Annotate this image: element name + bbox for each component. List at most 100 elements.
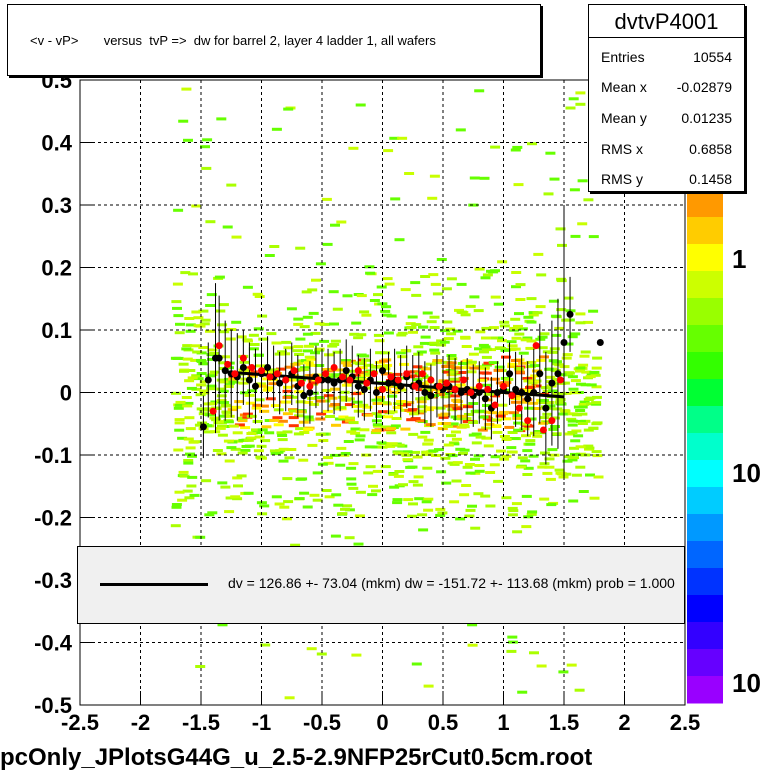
density-cell	[390, 424, 401, 428]
density-cell	[410, 417, 421, 421]
density-cell	[513, 394, 524, 398]
density-cell	[542, 471, 553, 475]
density-cell	[398, 483, 408, 487]
density-cell	[358, 403, 369, 407]
density-cell	[421, 367, 432, 371]
density-cell	[469, 176, 480, 180]
density-cell	[566, 417, 577, 421]
density-cell	[544, 465, 555, 469]
density-cell	[507, 513, 518, 517]
density-cell	[317, 462, 328, 466]
red-point	[403, 370, 411, 378]
density-cell	[449, 500, 460, 504]
density-cell	[372, 402, 383, 405]
density-cell	[332, 307, 343, 311]
density-cell	[281, 340, 292, 344]
density-cell	[321, 489, 332, 492]
density-cell	[529, 651, 539, 655]
density-cell	[412, 378, 423, 382]
density-cell	[214, 275, 225, 279]
red-point	[491, 401, 499, 409]
density-cell	[434, 448, 444, 452]
density-cell	[554, 400, 565, 404]
density-cell	[544, 457, 555, 461]
density-cell	[331, 493, 342, 497]
density-cell	[354, 378, 365, 382]
density-cell	[218, 361, 229, 365]
black-point	[360, 385, 368, 393]
density-cell	[585, 473, 595, 477]
density-cell	[175, 400, 186, 404]
stats-label: Mean x	[601, 79, 647, 95]
density-cell	[405, 322, 416, 326]
density-cell	[231, 320, 242, 324]
density-cell	[270, 452, 281, 456]
density-cell	[393, 402, 404, 406]
density-cell	[400, 427, 411, 431]
black-point	[530, 389, 538, 396]
density-cell	[338, 415, 349, 419]
density-cell	[509, 437, 520, 440]
density-cell	[469, 366, 480, 370]
density-cell	[276, 431, 287, 435]
black-point	[457, 389, 465, 396]
density-cell	[435, 507, 446, 511]
density-cell	[491, 425, 502, 428]
density-cell	[420, 396, 431, 400]
density-cell	[181, 396, 192, 399]
density-cell	[248, 347, 259, 351]
density-cell	[581, 370, 592, 374]
density-cell	[579, 400, 590, 404]
density-cell	[218, 303, 229, 307]
density-cell	[438, 415, 449, 419]
density-cell	[407, 315, 418, 319]
density-cell	[507, 506, 518, 510]
density-cell	[242, 412, 253, 416]
density-cell	[481, 371, 492, 375]
density-cell	[511, 336, 522, 340]
density-cell	[293, 432, 304, 436]
density-cell	[182, 357, 193, 361]
density-cell	[583, 444, 594, 448]
density-cell	[499, 457, 510, 461]
density-cell	[277, 434, 288, 437]
density-cell	[507, 450, 518, 454]
density-cell	[219, 330, 230, 334]
density-cell	[238, 438, 249, 442]
density-cell	[392, 501, 403, 505]
stats-name: dvtvP4001	[589, 5, 744, 38]
density-cell	[527, 510, 538, 514]
density-cell	[245, 401, 256, 405]
density-cell	[217, 420, 228, 424]
density-cell	[360, 358, 371, 362]
density-cell	[185, 452, 195, 456]
density-cell	[243, 491, 254, 495]
density-cell	[304, 344, 314, 348]
density-cell	[522, 336, 533, 340]
density-cell	[461, 345, 472, 348]
density-cell	[403, 498, 414, 502]
red-point	[443, 379, 451, 387]
density-cell	[379, 359, 389, 363]
density-cell	[283, 346, 294, 350]
density-cell	[447, 408, 458, 412]
density-cell	[202, 138, 213, 142]
density-cell	[259, 504, 270, 508]
density-cell	[386, 431, 397, 435]
density-cell	[454, 308, 464, 312]
density-cell	[333, 368, 344, 372]
density-cell	[219, 414, 229, 418]
density-cell	[185, 427, 196, 431]
density-cell	[521, 494, 532, 498]
density-cell	[429, 174, 440, 178]
density-cell	[561, 356, 572, 360]
density-cell	[258, 404, 269, 408]
density-cell	[576, 382, 586, 386]
density-cell	[216, 399, 227, 403]
density-cell	[429, 326, 440, 329]
density-cell	[413, 352, 424, 356]
density-cell	[557, 243, 567, 247]
density-cell	[437, 511, 448, 515]
density-cell	[507, 635, 518, 639]
density-cell	[363, 363, 374, 367]
